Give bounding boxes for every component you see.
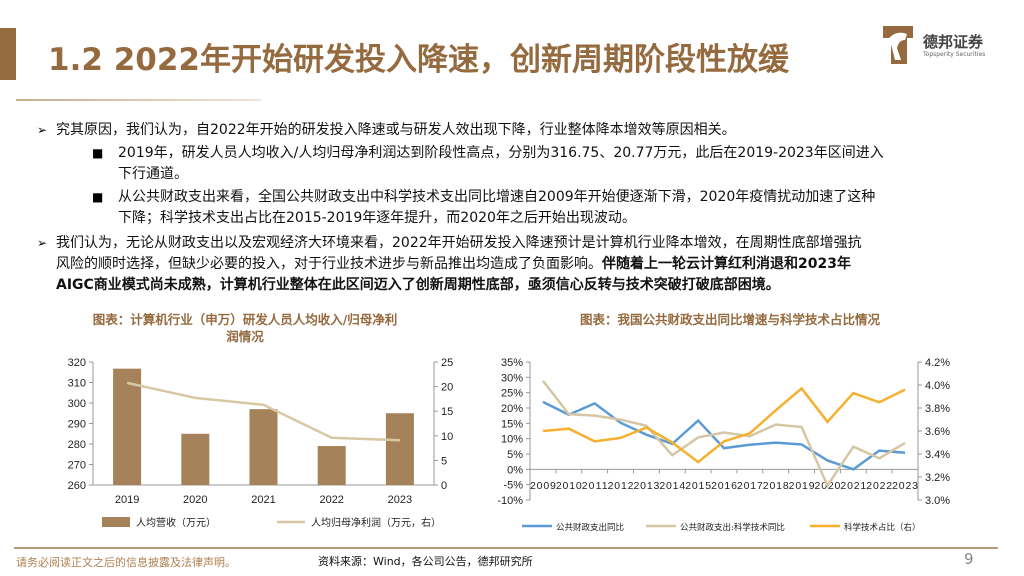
bar-2019	[113, 368, 142, 485]
chart-1-title: 图表：计算机行业（申万）研发人员人均收入/归母净利 润情况	[90, 311, 400, 345]
sub-point-1-line2: 下行通道。	[118, 166, 188, 182]
arrow-bullet-icon: ➢	[37, 123, 48, 137]
chart-2-title: 图表：我国公共财政支出同比增速与科学技术占比情况	[579, 312, 880, 327]
paragraph-2-line3: AIGC商业模式尚未成熟，计算机行业整体在此区间迈入了创新周期性底部，亟须信心反…	[56, 275, 780, 296]
right-tick-label: 4.0%	[925, 380, 950, 392]
chart-1-title-line2: 润情况	[226, 329, 264, 344]
x-tick-label: 2021	[840, 480, 866, 492]
left-tick-label: 20%	[501, 403, 523, 415]
logo-subtext: Topsperity Securities	[923, 51, 986, 58]
right-tick-label: 25	[441, 357, 453, 369]
chart-2: -10% -5% 0% 5% 10% 15% 20% 25% 30% 35% 3.0% 3.2% 3.4…	[497, 357, 950, 533]
left-tick-label: 15%	[501, 418, 523, 430]
series-line-0	[542, 400, 906, 471]
x-tick-label: 2014	[659, 480, 685, 492]
left-tick-label: 25%	[501, 388, 523, 400]
paragraph-2-line2: 风险的顺时选择，但缺少必要的投入，对于行业技术进步与新品推出均造成了负面影响。伴…	[56, 254, 851, 275]
left-tick-label: 270	[68, 460, 86, 472]
right-tick-label: 5	[441, 455, 447, 467]
paragraph-2-normal: 风险的顺时选择，但缺少必要的投入，对于行业技术进步与新品推出均造成了负面影响。	[56, 256, 602, 272]
left-tick-label: 300	[68, 398, 86, 410]
right-tick-label: 15	[441, 406, 453, 418]
left-tick-label: 10%	[501, 434, 523, 446]
x-tick-label: 2022	[866, 480, 892, 492]
sub-point-1-line1: 2019年，研发人员人均收入/人均归母净利润达到阶段性高点，分别为316.75、…	[118, 145, 884, 161]
right-tick-label: 3.2%	[925, 472, 950, 484]
right-tick-label: 10	[441, 431, 453, 443]
footer-divider	[14, 547, 998, 549]
legend-label: 公共财政支出同比	[556, 522, 624, 533]
legend-label: 公共财政支出:科学技术同比	[680, 522, 785, 533]
bar-2023	[385, 413, 414, 485]
sub-point-2-line2: 下降；科学技术支出占比在2015-2019年逐年提升，而2020年之后开始出现波…	[118, 210, 636, 226]
bar-2020	[181, 433, 210, 485]
chart-1: 260 270 280 290 300 310 320 0 5 10 15 20 25 2019 2020 2…	[68, 357, 454, 529]
x-tick-label: 2010	[556, 480, 582, 492]
arrow-bullet-icon: ➢	[37, 236, 48, 250]
x-tick-label: 2015	[685, 480, 711, 492]
left-tick-label: 35%	[501, 357, 523, 369]
right-tick-label: 20	[441, 382, 453, 394]
x-tick-label: 2012	[608, 480, 634, 492]
footer-disclaimer: 请务必阅读正文之后的信息披露及法律声明。	[16, 556, 236, 569]
right-tick-label: 3.0%	[925, 495, 950, 507]
legend-swatch	[102, 517, 130, 527]
page-title: 1.2 2022年开始研发投入降速，创新周期阶段性放缓	[48, 42, 789, 78]
title-divider	[16, 99, 261, 101]
bar-2022	[317, 446, 346, 485]
page-number: 9	[964, 550, 974, 568]
left-tick-label: 320	[68, 357, 86, 369]
left-tick-label: -10%	[497, 495, 523, 507]
paragraph-2-bold-line3: AIGC商业模式尚未成熟，计算机行业整体在此区间迈入了创新周期性底部，亟须信心反…	[56, 277, 780, 293]
sub-point-2-line1: 从公共财政支出来看，全国公共财政支出中科学技术支出同比增速自2009年开始便逐渐…	[118, 189, 876, 205]
company-logo: 德邦证券 Topsperity Securities	[883, 25, 1024, 65]
x-tick-label: 2023	[892, 480, 918, 492]
footer-source: 资料来源：Wind，各公司公告，德邦研究所	[318, 555, 533, 568]
right-tick-label: 3.4%	[925, 449, 950, 461]
left-tick-label: 0%	[507, 464, 523, 476]
right-tick-label: 3.6%	[925, 426, 950, 438]
left-tick-label: 5%	[507, 449, 523, 461]
square-bullet-icon: ■	[92, 146, 104, 160]
x-tick-label: 2011	[582, 480, 608, 492]
x-tick-label: 2022	[319, 494, 343, 506]
paragraph-1: 究其原因，我们认为，自2022年开始的研发投入降速或与研发人效出现下降，行业整体…	[56, 122, 736, 138]
logo-text: 德邦证券	[923, 33, 984, 51]
left-tick-label: 30%	[501, 372, 523, 384]
logo-mark-icon	[883, 26, 913, 64]
square-bullet-icon: ■	[92, 190, 104, 204]
left-tick-label: 260	[68, 480, 86, 492]
legend-label: 人均归母净利润（万元，右）	[311, 516, 441, 529]
right-tick-label: 3.8%	[925, 403, 950, 415]
left-tick-label: -5%	[503, 480, 523, 492]
x-tick-label: 2017	[737, 480, 763, 492]
paragraph-2-line1: 我们认为，无论从财政支出以及宏观经济大环境来看，2022年开始研发投入降速预计是…	[56, 235, 862, 251]
legend-label: 科学技术占比（右）	[844, 522, 921, 533]
paragraph-2-bold: 伴随着上一轮云计算红利消退和2023年	[602, 256, 851, 272]
left-tick-label: 310	[68, 378, 86, 390]
legend-label: 人均营收（万元）	[136, 516, 216, 529]
bar-2021	[249, 409, 278, 485]
x-tick-label: 2019	[115, 494, 139, 506]
title-accent-bar	[0, 28, 16, 80]
x-tick-label: 2016	[711, 480, 737, 492]
x-tick-label: 2009	[530, 480, 556, 492]
chart-1-title-line1: 图表：计算机行业（申万）研发人员人均收入/归母净利	[92, 312, 398, 327]
left-tick-label: 280	[68, 439, 86, 451]
x-tick-label: 2013	[633, 480, 659, 492]
x-tick-label: 2019	[789, 480, 815, 492]
right-tick-label: 0	[441, 480, 447, 492]
x-tick-label: 2023	[388, 494, 412, 506]
x-tick-label: 2020	[183, 494, 207, 506]
x-tick-label: 2021	[251, 494, 275, 506]
right-tick-label: 4.2%	[925, 357, 950, 369]
x-tick-label: 2018	[763, 480, 789, 492]
left-tick-label: 290	[68, 419, 86, 431]
